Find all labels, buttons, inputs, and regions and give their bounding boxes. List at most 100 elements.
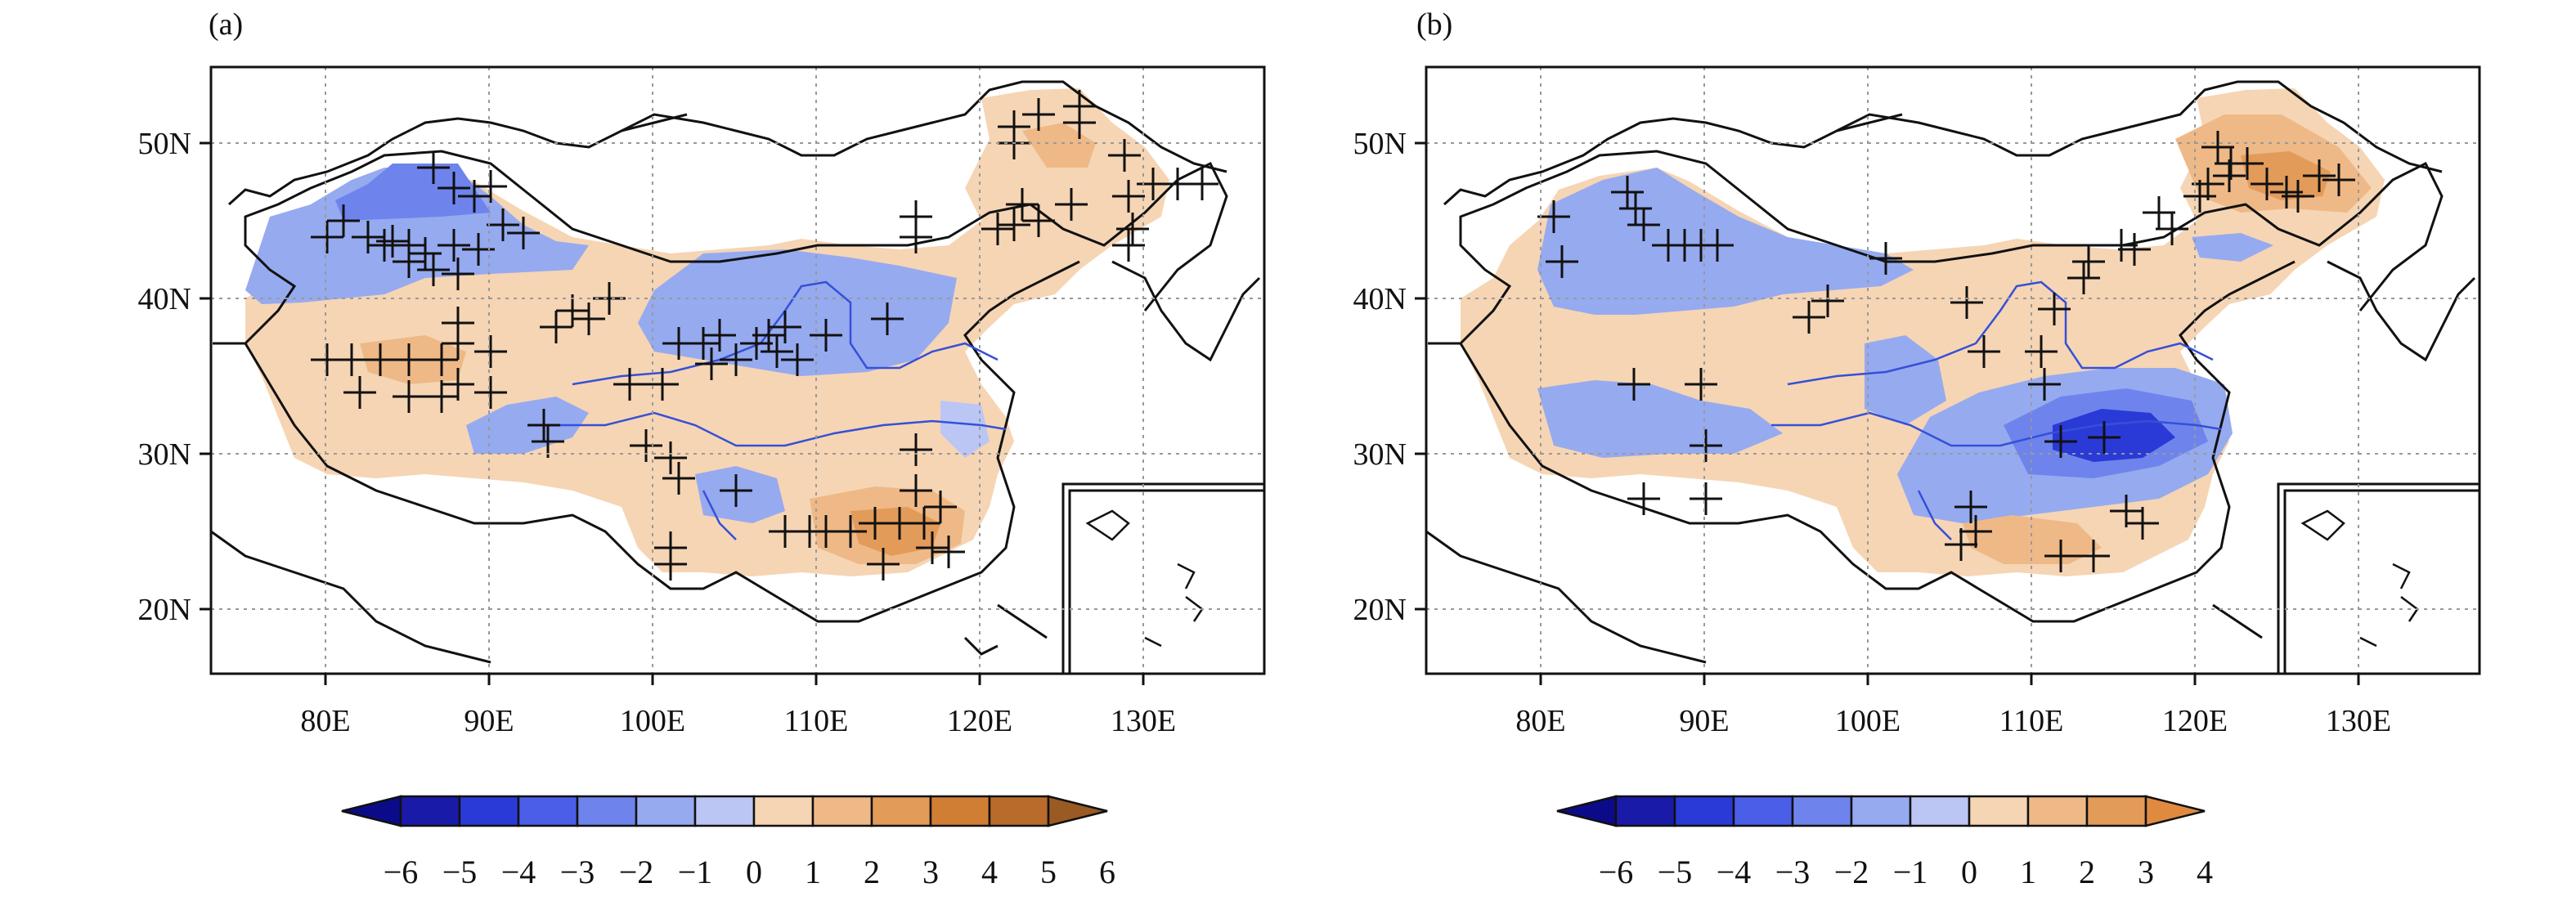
panel-b-negative-region-center xyxy=(1865,335,1946,425)
panel-a-negative-region-nw-strong xyxy=(335,164,491,221)
significance-cross xyxy=(1618,368,1650,401)
significance-cross xyxy=(630,429,662,462)
panel-a-rivers xyxy=(556,280,1007,540)
lon-label: 100E xyxy=(620,704,685,738)
colorbar-cell xyxy=(752,795,815,827)
significance-cross xyxy=(556,294,589,327)
panel-a-negative-region-nw xyxy=(245,168,589,304)
significance-cross xyxy=(2303,159,2336,192)
significance-cross xyxy=(740,327,773,360)
significance-cross xyxy=(1537,200,1570,233)
colorbar-cell xyxy=(1850,795,1912,827)
significance-cross xyxy=(393,343,425,376)
panel-a-lon-labels: 80E 90E 100E 110E 120E 130E xyxy=(300,704,1176,738)
significance-cross xyxy=(438,229,470,262)
significance-cross xyxy=(474,335,507,368)
significance-cross xyxy=(2044,425,2077,458)
significance-cross xyxy=(1022,204,1055,237)
significance-cross xyxy=(1793,301,1825,334)
significance-cross xyxy=(654,442,687,474)
colorbar-label: 0 xyxy=(746,854,762,890)
significance-cross xyxy=(487,208,519,241)
significance-cross xyxy=(1950,286,1983,319)
significance-cross xyxy=(769,311,801,343)
panel-a-label: (a) xyxy=(209,7,243,42)
significance-cross xyxy=(1627,208,1660,241)
panel-a-gridlines xyxy=(211,67,1264,674)
significance-cross xyxy=(981,213,1014,245)
panel-a-inset xyxy=(1061,482,1264,674)
significance-cross xyxy=(900,433,932,466)
lat-label: 20N xyxy=(138,593,191,627)
significance-cross xyxy=(1959,515,1992,548)
significance-cross xyxy=(781,343,814,376)
significance-cross xyxy=(393,380,425,413)
significance-cross xyxy=(2025,335,2058,368)
significance-cross xyxy=(1690,482,1722,515)
colorbar-label: 6 xyxy=(1099,854,1115,890)
panel-b-positive-south xyxy=(1963,515,2102,564)
colorbar-arrow-low xyxy=(1556,795,1618,827)
significance-cross xyxy=(2156,213,2188,245)
panel-a-colorbar: −6 −5 −4 −3 −2 −1 0 1 2 3 4 5 6 xyxy=(341,795,1115,890)
significance-cross xyxy=(1690,429,1722,462)
significance-cross xyxy=(916,531,949,564)
colorbar-cell xyxy=(2085,795,2147,827)
panel-a-significance-markers xyxy=(311,90,1218,580)
colorbar-cell xyxy=(635,795,697,827)
significance-cross xyxy=(769,515,801,548)
significance-cross xyxy=(2038,293,2071,325)
colorbar-label: 1 xyxy=(805,854,821,890)
colorbar-cell xyxy=(1673,795,1735,827)
lon-label: 100E xyxy=(1835,704,1901,738)
significance-cross xyxy=(2028,368,2061,401)
significance-cross xyxy=(810,319,842,352)
significance-cross xyxy=(2105,229,2138,262)
significance-cross xyxy=(1022,98,1055,131)
panel-b-rivers xyxy=(1771,280,2222,540)
significance-cross xyxy=(335,343,368,376)
lon-label: 90E xyxy=(464,704,514,738)
panel-b-gridlines xyxy=(1426,67,2480,674)
colorbar-cell xyxy=(988,795,1050,827)
panel-a-map xyxy=(211,67,1264,674)
colorbar-label: −1 xyxy=(678,854,713,890)
colorbar-label: 2 xyxy=(864,854,880,890)
colorbar-label: −6 xyxy=(384,854,419,890)
significance-cross xyxy=(1968,335,2000,368)
significance-cross xyxy=(662,462,695,495)
colorbar-label: 1 xyxy=(2020,854,2036,890)
significance-cross xyxy=(540,311,572,343)
panel-a-negative-region-east xyxy=(940,401,990,458)
panel-b-negative-region-west xyxy=(1537,380,1783,458)
lon-label: 120E xyxy=(2162,704,2228,738)
colorbar-label: 5 xyxy=(1040,854,1057,890)
significance-cross xyxy=(1006,188,1039,221)
significance-cross xyxy=(2231,147,2264,180)
significance-cross xyxy=(2143,196,2175,229)
significance-cross xyxy=(900,221,932,253)
significance-cross xyxy=(368,229,401,262)
panel-a: (a) xyxy=(138,7,1266,890)
significance-cross xyxy=(442,368,474,401)
colorbar-label: −1 xyxy=(1893,854,1928,890)
colorbar-label: −5 xyxy=(442,854,478,890)
significance-cross xyxy=(1619,192,1652,225)
colorbar-cell xyxy=(1732,795,1794,827)
significance-cross xyxy=(376,225,409,258)
significance-cross xyxy=(409,237,442,270)
colorbar-label: −5 xyxy=(1658,854,1693,890)
significance-cross xyxy=(2126,507,2159,540)
significance-cross xyxy=(2183,180,2216,213)
significance-cross xyxy=(327,204,360,237)
significance-cross xyxy=(2282,180,2314,213)
lat-label: 20N xyxy=(1353,593,1407,627)
significance-cross xyxy=(364,343,397,376)
colorbar-cell xyxy=(576,795,638,827)
significance-cross xyxy=(924,491,957,523)
significance-cross xyxy=(900,474,932,507)
colorbar-label: 2 xyxy=(2079,854,2095,890)
colorbar-cell xyxy=(929,795,991,827)
significance-cross xyxy=(507,217,540,249)
significance-cross xyxy=(1611,176,1644,208)
